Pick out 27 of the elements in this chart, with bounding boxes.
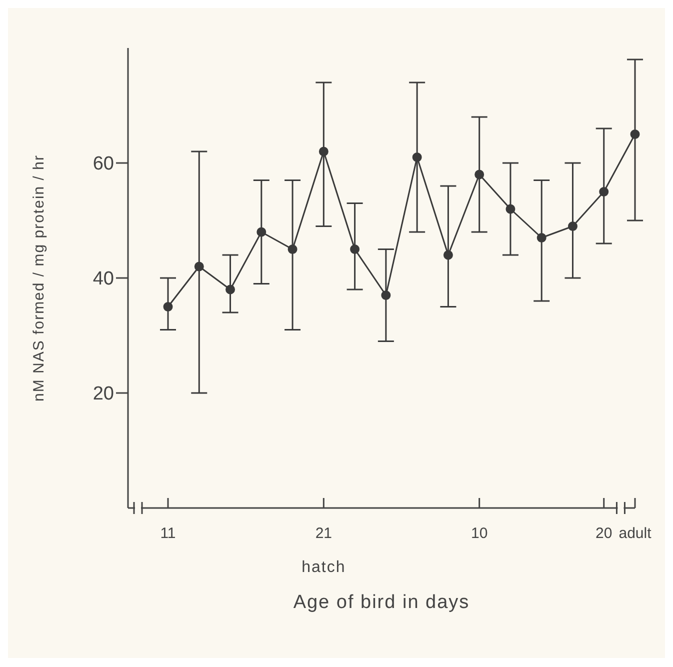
- y-tick-label: 20: [92, 384, 114, 405]
- point: [226, 284, 236, 294]
- point: [536, 233, 546, 242]
- y-tick-label: 60: [92, 154, 114, 175]
- x-tick-label: 21: [315, 525, 332, 542]
- point: [381, 290, 391, 300]
- text: hatch: [302, 559, 346, 576]
- point: [568, 222, 578, 231]
- point: [288, 244, 298, 254]
- y-tick-label: 40: [92, 268, 114, 290]
- y-axis-title: nM NAS formed / mg protein / hr: [30, 154, 48, 402]
- point: [630, 130, 640, 139]
- point: [163, 302, 173, 312]
- point: [412, 152, 422, 162]
- x-tick-label: 11: [160, 525, 176, 542]
- point: [443, 250, 453, 260]
- x-axis-title: Age of bird in days: [293, 592, 470, 613]
- x-tick-label: 10: [470, 525, 488, 542]
- point: [318, 146, 328, 156]
- x-tick-label: 20: [596, 525, 612, 542]
- x-tick-label: adult: [618, 525, 652, 542]
- point: [474, 170, 484, 180]
- point: [194, 262, 204, 272]
- point: [599, 187, 609, 196]
- point: [350, 244, 360, 254]
- point: [506, 204, 516, 214]
- point: [256, 227, 266, 237]
